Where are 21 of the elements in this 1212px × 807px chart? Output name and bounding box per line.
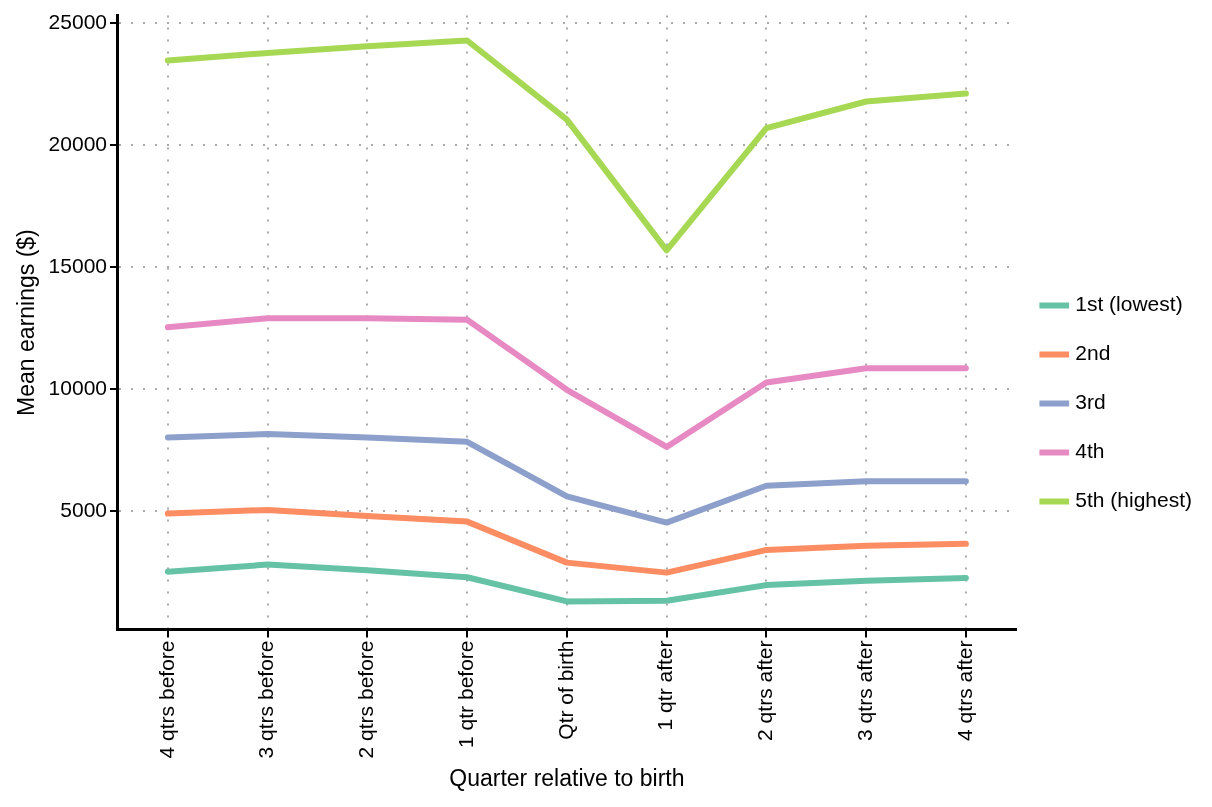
- legend-label: 2nd: [1075, 341, 1111, 365]
- x-tick-label: 3 qtrs after: [852, 640, 876, 741]
- x-tick-label: 4 qtrs before: [154, 640, 178, 759]
- legend-label: 3rd: [1075, 390, 1106, 414]
- x-tick-label: 2 qtrs before: [354, 640, 378, 759]
- legend-label: 1st (lowest): [1075, 292, 1183, 316]
- x-tick-label: 1 qtr after: [653, 640, 677, 731]
- legend-label: 5th (highest): [1075, 488, 1192, 512]
- y-axis-title: Mean earnings ($): [13, 229, 40, 416]
- y-tick-label: 25000: [48, 9, 107, 33]
- legend-label: 4th: [1075, 439, 1105, 463]
- y-tick-label: 20000: [48, 131, 107, 155]
- x-tick-label: 3 qtrs before: [254, 640, 278, 759]
- y-tick-label: 15000: [48, 253, 107, 277]
- x-tick-label: 2 qtrs after: [753, 640, 777, 741]
- y-tick-label: 5000: [60, 497, 107, 521]
- y-tick-label: 10000: [48, 375, 107, 399]
- x-tick-label: Qtr of birth: [553, 640, 577, 740]
- x-tick-label: 4 qtrs after: [952, 640, 976, 741]
- x-tick-label: 1 qtr before: [453, 640, 477, 748]
- x-axis-title: Quarter relative to birth: [449, 764, 685, 791]
